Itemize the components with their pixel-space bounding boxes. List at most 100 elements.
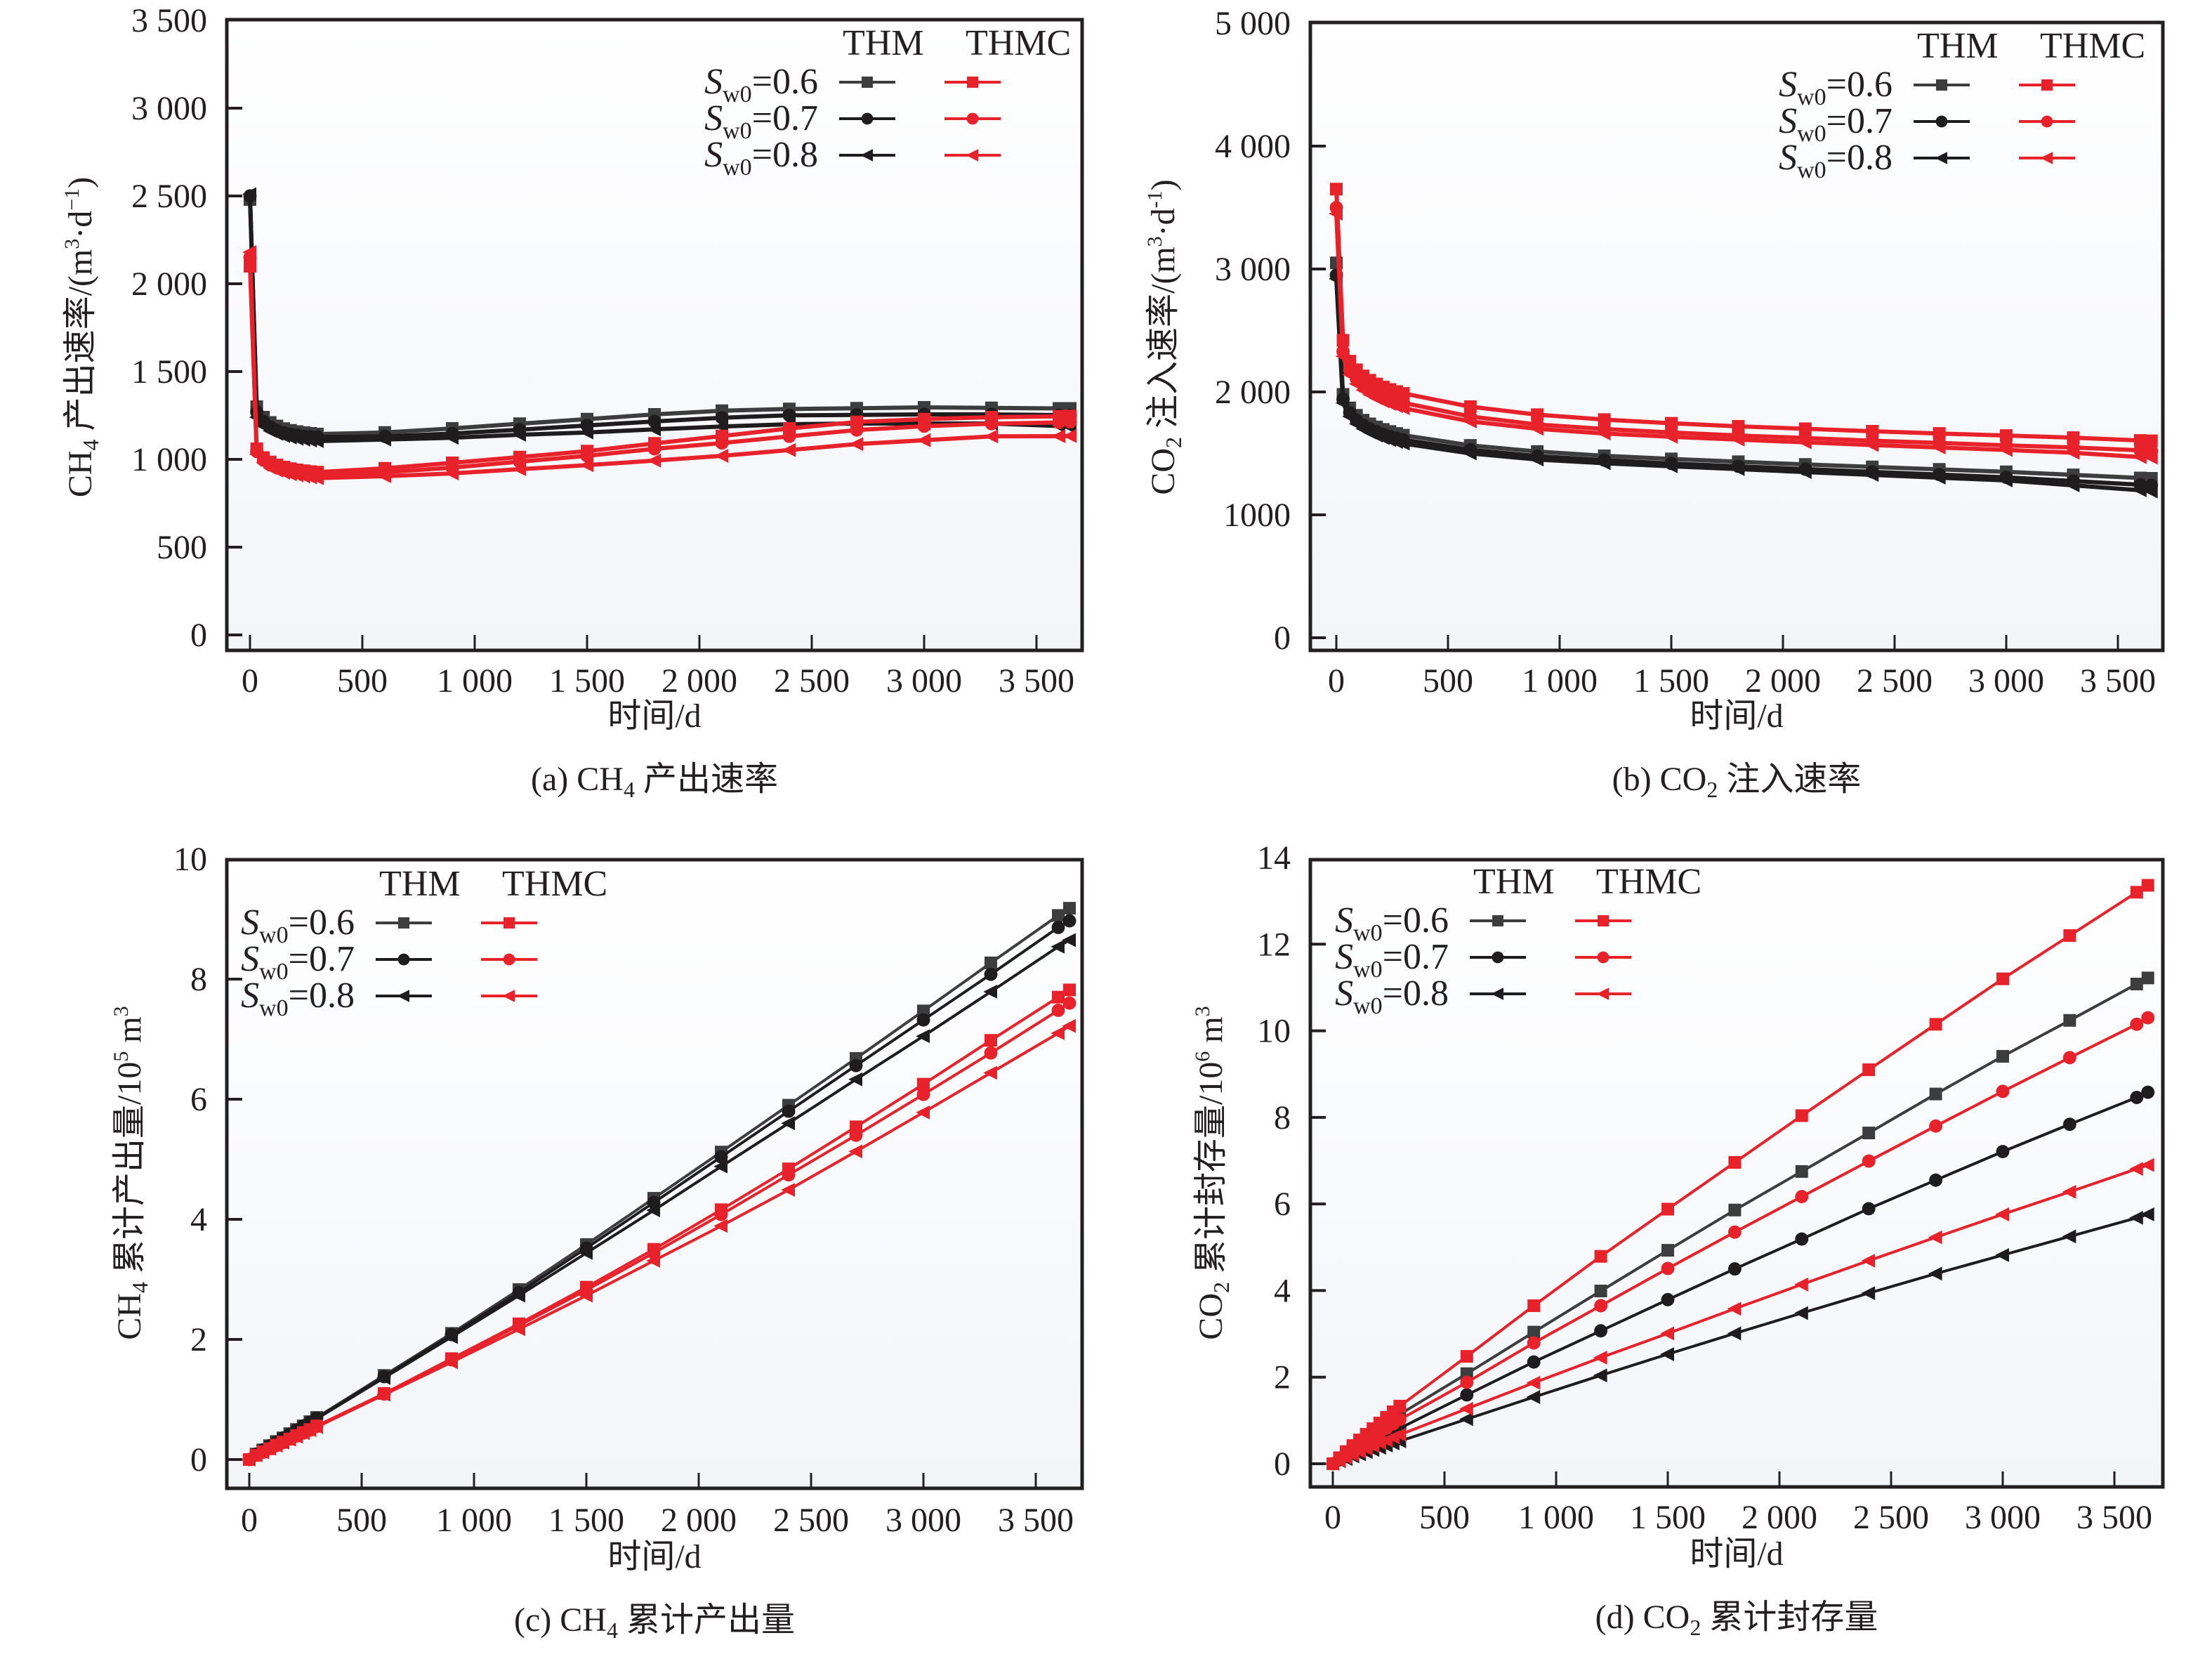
marker-triangle-left	[1389, 435, 1403, 450]
marker-circle	[1862, 1202, 1876, 1216]
marker-circle	[849, 1058, 863, 1073]
marker-triangle-left	[781, 1116, 795, 1131]
marker-triangle-left	[376, 1387, 390, 1402]
legend-row-label: Sw0=0.8	[241, 976, 355, 1021]
marker-square	[1492, 915, 1503, 926]
legend-row-label: Sw0=0.6	[1335, 900, 1449, 946]
x-tick-label: 1 500	[1630, 1499, 1706, 1536]
x-tick-label: 2 000	[661, 1502, 737, 1539]
x-tick-label: 500	[336, 1502, 387, 1539]
marker-square	[967, 77, 978, 88]
marker-triangle-left	[1392, 1427, 1407, 1442]
panel-caption: (a) CH4 产出速率	[531, 761, 778, 802]
x-tick-label: 1 000	[1518, 1499, 1594, 1536]
marker-triangle-left	[1463, 414, 1477, 428]
panel-caption: (b) CO2 注入速率	[1612, 761, 1862, 802]
marker-triangle-left	[249, 447, 263, 461]
series-group	[242, 187, 1077, 485]
marker-triangle-left	[1062, 933, 1076, 947]
marker-circle	[2130, 1091, 2144, 1104]
x-axis-label: 时间/d	[607, 697, 701, 735]
marker-triangle-left	[1526, 1390, 1541, 1404]
marker-triangle-left	[2062, 1184, 2076, 1199]
marker-triangle-left	[445, 466, 459, 480]
y-tick-label: 4	[1274, 1272, 1291, 1309]
marker-square	[917, 1004, 930, 1018]
marker-circle	[782, 1168, 796, 1182]
legend-header-thm: THM	[1473, 862, 1555, 902]
marker-circle	[2141, 1011, 2155, 1025]
x-tick-label: 2 000	[1742, 1499, 1817, 1536]
legend-header-thmc: THMC	[2040, 26, 2145, 66]
marker-triangle-left	[1395, 436, 1410, 451]
marker-triangle-left	[781, 1183, 795, 1198]
marker-square	[1795, 1165, 1808, 1178]
marker-circle	[1795, 1232, 1809, 1246]
legend-row-label: Sw0=0.7	[704, 98, 818, 144]
marker-triangle-left	[444, 1330, 458, 1344]
marker-triangle-left	[1459, 1412, 1473, 1427]
marker-triangle-left	[1660, 1326, 1674, 1341]
marker-triangle-left	[2129, 1210, 2143, 1225]
y-tick-label: 2 000	[1215, 374, 1291, 411]
marker-circle	[1661, 1292, 1675, 1306]
y-tick-label: 8	[1274, 1099, 1291, 1136]
legend-row-label: Sw0=0.8	[1335, 973, 1449, 1019]
marker-square	[1598, 915, 1609, 926]
x-tick-label: 2 500	[774, 662, 850, 700]
x-tick-label: 1 000	[1522, 662, 1598, 700]
marker-triangle-left	[1794, 1306, 1808, 1320]
y-tick-label: 12	[1257, 926, 1291, 963]
marker-circle	[1996, 1084, 2010, 1099]
marker-triangle-left	[1459, 1401, 1473, 1416]
marker-circle	[1597, 951, 1609, 964]
marker-circle	[1727, 1225, 1742, 1239]
panel-caption: (c) CH4 累计产出量	[514, 1601, 795, 1643]
marker-triangle-left	[445, 431, 459, 445]
marker-triangle-left	[1062, 1018, 1076, 1033]
legend-header-thmc: THMC	[966, 23, 1071, 63]
marker-square	[1052, 990, 1065, 1004]
marker-triangle-left	[1051, 939, 1065, 954]
marker-square	[1598, 413, 1611, 426]
marker-circle	[916, 1087, 930, 1101]
legend-row-label: Sw0=0.6	[1779, 65, 1892, 110]
x-tick-label: 1 500	[1633, 662, 1709, 700]
y-tick-label: 0	[1274, 1445, 1291, 1483]
marker-triangle-left	[2143, 450, 2158, 465]
marker-square	[2133, 434, 2147, 447]
marker-triangle-left	[377, 432, 391, 447]
legend-row-label: Sw0=0.7	[1335, 937, 1449, 983]
marker-circle	[1862, 1154, 1876, 1168]
plot-frame	[1308, 20, 2165, 653]
marker-triangle-left	[983, 1065, 997, 1080]
x-tick-label: 2 500	[773, 1502, 849, 1539]
marker-triangle-left	[276, 428, 290, 443]
marker-square	[503, 917, 515, 929]
marker-square	[2141, 971, 2154, 985]
x-tick-label: 2 000	[661, 662, 737, 700]
marker-circle	[1492, 951, 1504, 964]
marker-triangle-left	[242, 245, 256, 259]
marker-triangle-left	[502, 990, 515, 1002]
legend-row-label: Sw0=0.7	[1779, 101, 1892, 147]
marker-triangle-left	[289, 468, 304, 483]
y-tick-label: 0	[1274, 619, 1291, 657]
marker-circle	[984, 1046, 998, 1060]
legend-header-thm: THM	[379, 864, 461, 904]
marker-triangle-left	[1864, 438, 1879, 452]
marker-square	[1936, 79, 1947, 91]
marker-square	[1933, 427, 1946, 440]
marker-triangle-left	[1995, 1207, 2009, 1221]
marker-triangle-left	[849, 437, 863, 452]
marker-square	[1866, 425, 1879, 438]
marker-triangle-left	[2065, 478, 2080, 492]
marker-circle	[1051, 1004, 1065, 1017]
x-tick-label: 1 500	[549, 662, 625, 700]
marker-circle	[1727, 1262, 1742, 1276]
marker-square	[1929, 1087, 1942, 1101]
marker-triangle-left	[376, 1370, 390, 1385]
